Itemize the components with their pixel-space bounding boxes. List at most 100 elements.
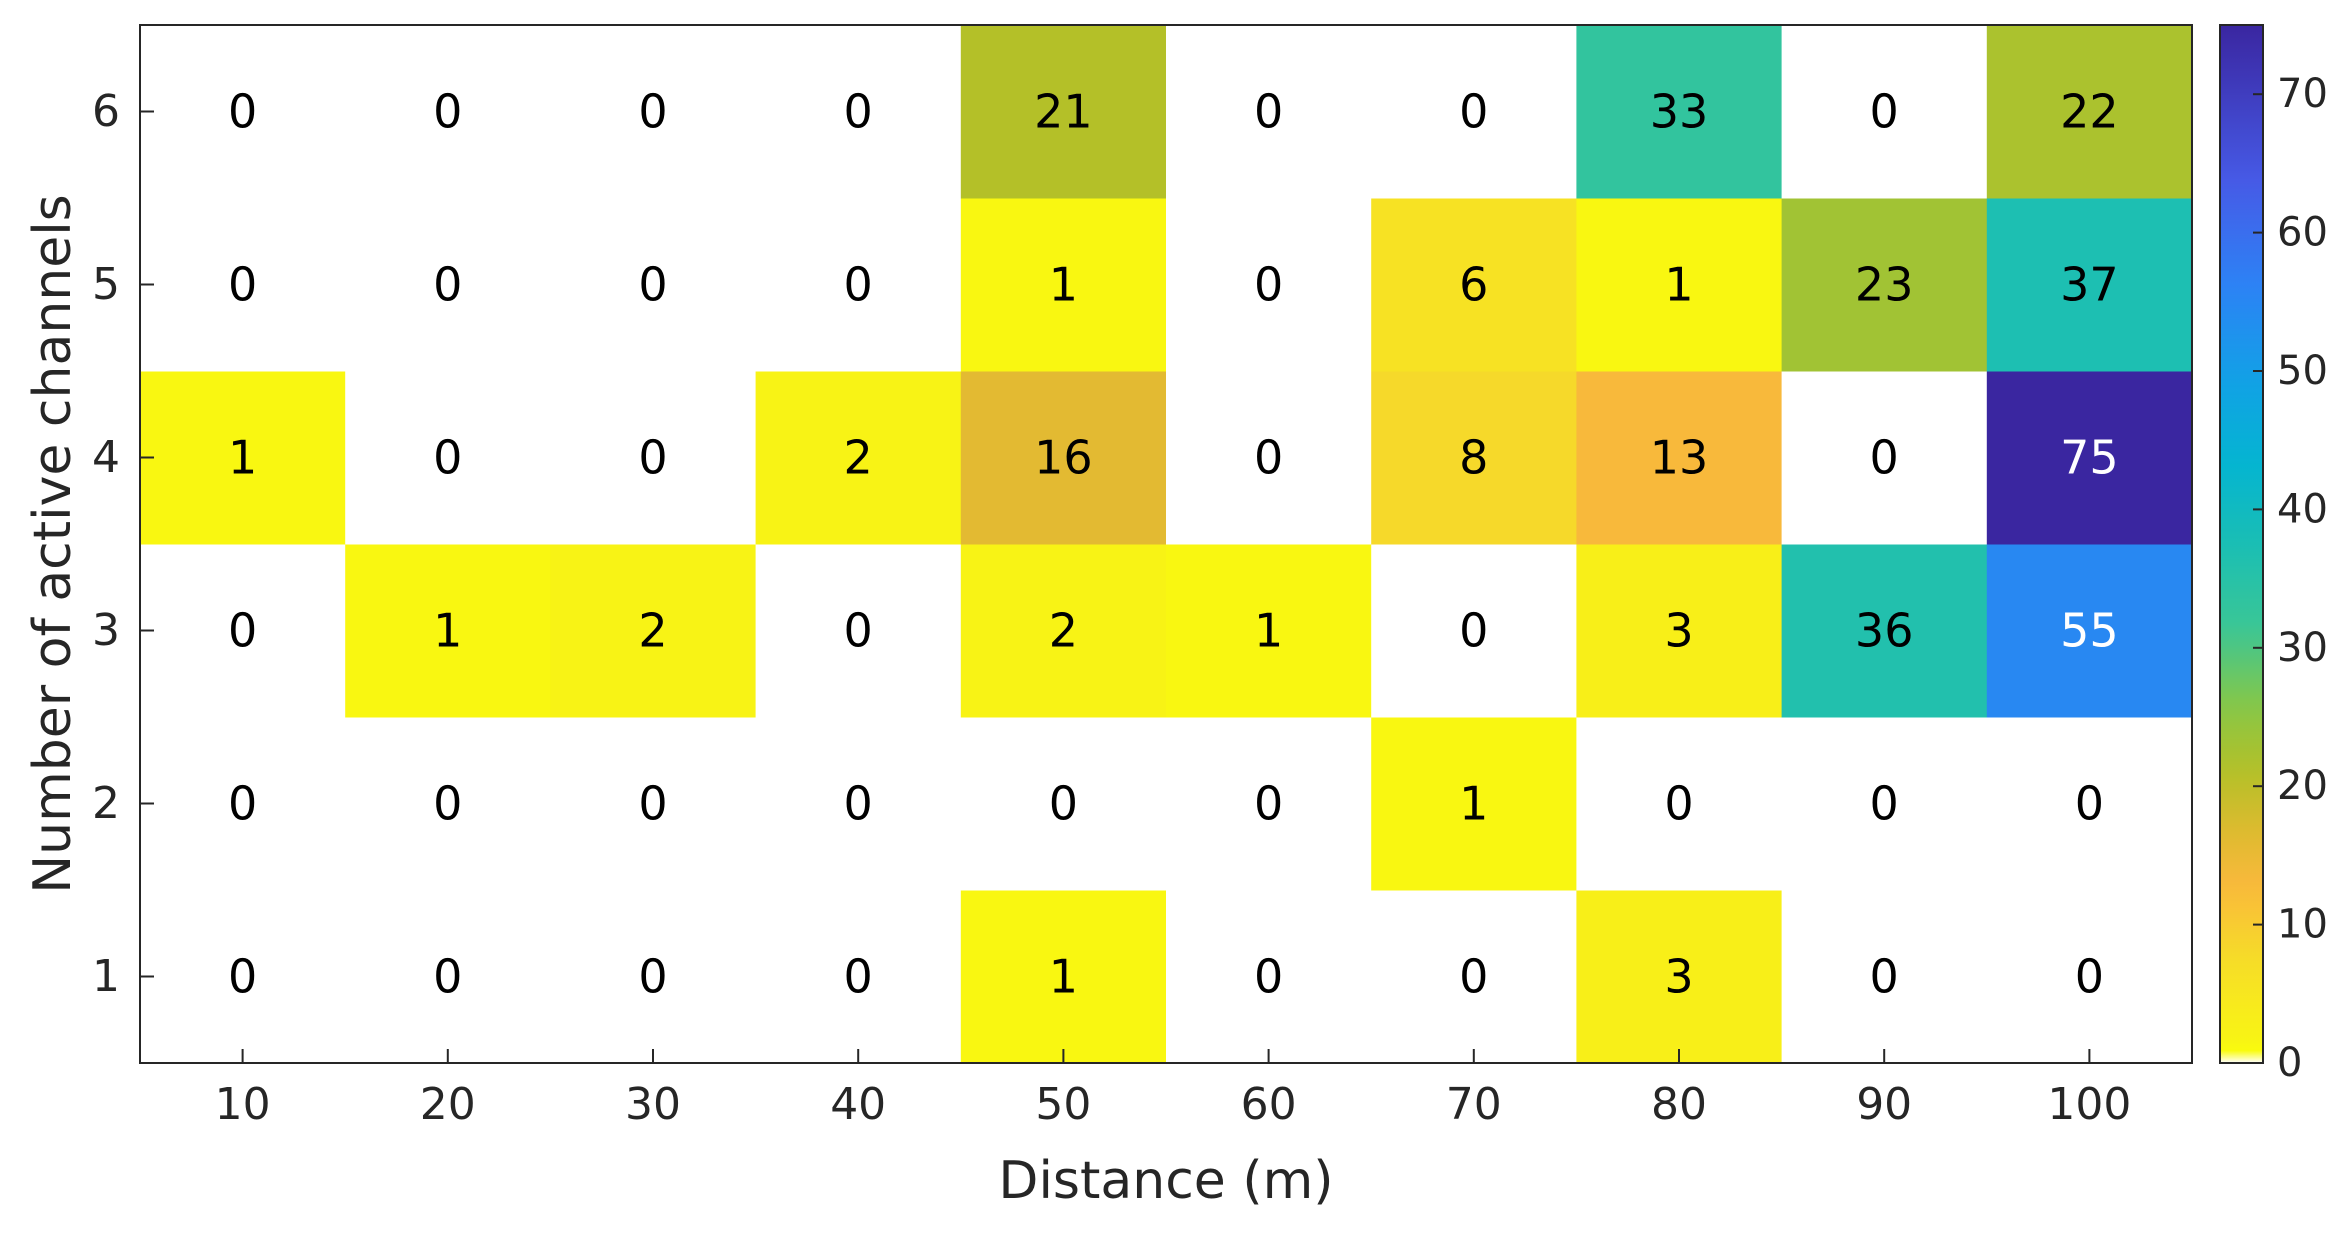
- colorbar-ticks: 0 10 20 30 40 50 60 70: [2253, 71, 2328, 1086]
- heatmap-cell: [1781, 371, 1988, 545]
- heatmap-cell: [345, 198, 551, 372]
- cell-value-label: 1: [1459, 777, 1488, 831]
- x-tick-label: 90: [1856, 1079, 1912, 1130]
- cell-value-label: 0: [2075, 777, 2104, 831]
- cell-value-label: 0: [1459, 85, 1488, 139]
- cell-value-label: 0: [1870, 950, 1899, 1004]
- colorbar-tick-label: 20: [2277, 763, 2328, 809]
- heatmap-cell: [345, 371, 551, 545]
- cell-value-label: 6: [1459, 258, 1488, 312]
- heatmap-cell: [1576, 25, 1783, 199]
- heatmap-cell: [1781, 717, 1988, 891]
- y-tick-label: 2: [92, 778, 120, 829]
- cell-value-label: 0: [433, 950, 462, 1004]
- cell-value-label: 1: [1049, 950, 1078, 1004]
- heatmap-cell: [1576, 544, 1783, 718]
- cell-value-label: 75: [2060, 431, 2119, 485]
- cell-value-label: 22: [2060, 85, 2119, 139]
- cell-value-label: 2: [1049, 604, 1078, 658]
- cell-value-label: 0: [638, 950, 667, 1004]
- colorbar-tick-label: 0: [2277, 1040, 2302, 1086]
- cell-value-label: 0: [433, 431, 462, 485]
- heatmap-cell: [1781, 25, 1988, 199]
- y-tick-label: 1: [92, 951, 120, 1002]
- heatmap-cell: [140, 25, 346, 199]
- heatmap-cell: [755, 717, 962, 891]
- colorbar-tick-label: 70: [2277, 71, 2328, 117]
- x-tick-label: 10: [215, 1079, 271, 1130]
- heatmap-cells: [140, 25, 2193, 1064]
- heatmap-cell: [1371, 198, 1577, 372]
- heatmap-cell: [1986, 717, 2193, 891]
- heatmap-cell: [1371, 890, 1577, 1064]
- heatmap-cell: [550, 198, 757, 372]
- heatmap-cell: [755, 371, 962, 545]
- heatmap-cell: [1166, 25, 1372, 199]
- cell-value-label: 0: [1459, 950, 1488, 1004]
- cell-value-label: 0: [228, 258, 257, 312]
- y-tick-label: 5: [92, 259, 120, 310]
- heatmap-cell: [1371, 25, 1577, 199]
- x-tick-label: 40: [830, 1079, 886, 1130]
- cell-value-label: 1: [228, 431, 257, 485]
- heatmap-cell: [1781, 890, 1988, 1064]
- x-tick-label: 50: [1035, 1079, 1091, 1130]
- cell-value-label: 0: [844, 85, 873, 139]
- heatmap-cell: [1371, 717, 1577, 891]
- cell-value-label: 23: [1855, 258, 1914, 312]
- heatmap-cell: [960, 890, 1167, 1064]
- cell-value-label: 2: [638, 604, 667, 658]
- x-tick-label: 70: [1446, 1079, 1502, 1130]
- heatmap-cell: [345, 890, 551, 1064]
- x-tick-label: 60: [1241, 1079, 1297, 1130]
- heatmap-cell: [755, 890, 962, 1064]
- heatmap-cell: [755, 198, 962, 372]
- colorbar-tick-label: 40: [2277, 486, 2328, 532]
- cell-value-label: 0: [228, 777, 257, 831]
- cell-value-label: 0: [1254, 258, 1283, 312]
- heatmap-cell: [1986, 890, 2193, 1064]
- cell-value-labels: 0 0 0 0 1 0 0 3 0 00 0 0 0 0 0 1 0 0 00 1 2 0 2 1 0 3 36 551 0 0 2 16 0 8…: [228, 85, 2119, 1004]
- cell-value-label: 0: [433, 777, 462, 831]
- heatmap-cell: [1166, 717, 1372, 891]
- heatmap-cell: [550, 371, 757, 545]
- heatmap-cell: [550, 890, 757, 1064]
- heatmap-cell: [1986, 25, 2193, 199]
- cell-value-label: 3: [1664, 950, 1693, 1004]
- colorbar-tick-label: 30: [2277, 625, 2328, 671]
- cell-value-label: 0: [638, 258, 667, 312]
- heatmap-cell: [960, 544, 1167, 718]
- heatmap-cell: [755, 25, 962, 199]
- cell-value-label: 0: [228, 604, 257, 658]
- cell-value-label: 0: [1254, 777, 1283, 831]
- heatmap-cell: [1986, 198, 2193, 372]
- cell-value-label: 0: [844, 258, 873, 312]
- cell-value-label: 0: [844, 604, 873, 658]
- cell-value-label: 1: [1664, 258, 1693, 312]
- cell-value-label: 0: [433, 258, 462, 312]
- heatmap-cell: [1576, 371, 1783, 545]
- cell-value-label: 0: [1664, 777, 1693, 831]
- heatmap-cell: [140, 717, 346, 891]
- heatmap-cell: [1576, 890, 1783, 1064]
- colorbar-tick-label: 10: [2277, 902, 2328, 948]
- heatmap-cell: [1781, 544, 1988, 718]
- x-axis-ticks: 10 20 30 40 50 60 70 80 90 100: [215, 1049, 2131, 1130]
- x-tick-label: 100: [2047, 1079, 2131, 1130]
- heatmap-cell: [140, 890, 346, 1064]
- cell-value-label: 0: [1870, 431, 1899, 485]
- heatmap-cell: [960, 371, 1167, 545]
- cell-value-label: 0: [1049, 777, 1078, 831]
- heatmap-cell: [1781, 198, 1988, 372]
- heatmap-cell: [1166, 371, 1372, 545]
- heatmap-cell: [1986, 544, 2193, 718]
- heatmap-cell: [1986, 371, 2193, 545]
- heatmap-cell: [550, 717, 757, 891]
- heatmap-cell: [345, 717, 551, 891]
- cell-value-label: 21: [1034, 85, 1093, 139]
- cell-value-label: 0: [844, 950, 873, 1004]
- heatmap-cell: [550, 25, 757, 199]
- cell-value-label: 0: [228, 85, 257, 139]
- cell-value-label: 37: [2060, 258, 2119, 312]
- cell-value-label: 0: [638, 431, 667, 485]
